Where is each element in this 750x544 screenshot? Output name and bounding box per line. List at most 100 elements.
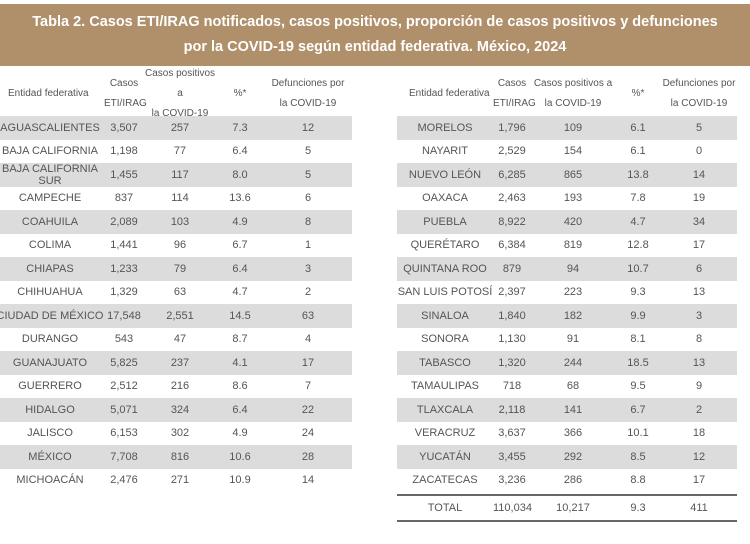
cell-entidad: GUANAJUATO <box>12 356 88 369</box>
cell-entidad: BAJA CALIFORNIA SUR <box>2 162 98 187</box>
header-pct: %* <box>233 88 247 99</box>
cell-positivos: 816 <box>170 450 190 463</box>
cell-positivos: 91 <box>566 333 580 346</box>
table-row: JALISCO 6,153 302 4.9 24 <box>0 422 352 446</box>
table-row: BAJA CALIFORNIA SUR 1,455 117 8.0 5 <box>0 163 352 187</box>
cell-defunciones: 17 <box>692 474 706 487</box>
cell-defunciones: 14 <box>301 474 315 487</box>
cell-pct: 8.5 <box>630 450 646 463</box>
table-row: PUEBLA 8,922 420 4.7 34 <box>397 210 737 234</box>
cell-positivos: 141 <box>563 403 583 416</box>
cell-casos: 3,455 <box>498 450 526 463</box>
table-row: NAYARIT 2,529 154 6.1 0 <box>397 140 737 164</box>
cell-positivos: 63 <box>173 286 187 299</box>
cell-positivos: 257 <box>170 121 190 134</box>
cell-pct: 4.1 <box>232 356 248 369</box>
cell-defunciones: 17 <box>301 356 315 369</box>
table-row: OAXACA 2,463 193 7.8 19 <box>397 187 737 211</box>
header-entidad: Entidad federativa <box>409 88 490 99</box>
cell-pct: 8.8 <box>630 474 646 487</box>
cell-positivos: 79 <box>173 262 187 275</box>
table-row: CIUDAD DE MÉXICO 17,548 2,551 14.5 63 <box>0 304 352 328</box>
header-positivos: Casos positivos a la COVID-19 <box>144 68 216 119</box>
cell-casos: 3,507 <box>110 121 138 134</box>
table-row: COLIMA 1,441 96 6.7 1 <box>0 234 352 258</box>
table-row: COAHUILA 2,089 103 4.9 8 <box>0 210 352 234</box>
cell-casos: 1,320 <box>498 356 526 369</box>
cell-casos: 6,285 <box>498 168 526 181</box>
cell-pct: 6.4 <box>232 403 248 416</box>
cell-defunciones: 2 <box>304 286 312 299</box>
cell-casos: 7,708 <box>110 450 138 463</box>
cell-defunciones: 17 <box>692 239 706 252</box>
cell-positivos: 193 <box>563 192 583 205</box>
cell-entidad: SONORA <box>421 333 469 346</box>
cell-positivos: 117 <box>171 168 189 181</box>
cell-entidad: YUCATÁN <box>419 450 471 463</box>
table-left: Entidad federativa Casos ETI/IRAG Casos p… <box>0 68 352 493</box>
cell-entidad: AGUASCALIENTES <box>0 121 100 134</box>
table-row: DURANGO 543 47 8.7 4 <box>0 328 352 352</box>
cell-casos: 2,397 <box>498 286 526 299</box>
table-row: GUERRERO 2,512 216 8.6 7 <box>0 375 352 399</box>
cell-positivos: 237 <box>170 356 190 369</box>
cell-defunciones: 1 <box>304 239 312 252</box>
table-row: MICHOACÁN 2,476 271 10.9 14 <box>0 469 352 493</box>
cell-positivos: 114 <box>171 192 189 205</box>
cell-entidad: CHIHUAHUA <box>17 286 83 299</box>
cell-pct: 9.3 <box>630 286 646 299</box>
cell-casos: 2,476 <box>110 474 138 487</box>
cell-pct: 10.1 <box>627 427 649 440</box>
cell-entidad: TLAXCALA <box>416 403 474 416</box>
cell-positivos: 94 <box>566 262 580 275</box>
table-row: ZACATECAS 3,236 286 8.8 17 <box>397 469 737 493</box>
table-row: SAN LUIS POTOSÍ 2,397 223 9.3 13 <box>397 281 737 305</box>
cell-pct: 10.6 <box>229 450 251 463</box>
cell-positivos: 103 <box>170 215 190 228</box>
cell-positivos: 271 <box>170 474 190 487</box>
cell-entidad: GUERRERO <box>18 380 82 393</box>
cell-pct: 8.1 <box>630 333 646 346</box>
cell-positivos: 154 <box>563 145 583 158</box>
cell-pct: 10.7 <box>627 262 649 275</box>
cell-positivos: 109 <box>563 121 583 134</box>
table-title-banner: Tabla 2. Casos ETI/IRAG notificados, cas… <box>0 4 750 66</box>
cell-entidad: QUERÉTARO <box>410 239 480 252</box>
table-body: MORELOS 1,796 109 6.1 5 NAYARIT 2,529 154 6.1 0 NU… <box>397 116 737 492</box>
cell-pct: 10.9 <box>229 474 251 487</box>
table-row: TABASCO 1,320 244 18.5 13 <box>397 351 737 375</box>
cell-entidad: CHIAPAS <box>26 262 74 275</box>
cell-entidad: BAJA CALIFORNIA <box>2 145 98 158</box>
cell-pct: 12.8 <box>627 239 649 252</box>
cell-casos: 3,637 <box>498 427 526 440</box>
cell-entidad: SAN LUIS POTOSÍ <box>397 286 493 299</box>
cell-defunciones: 411 <box>690 501 708 514</box>
table-row: QUERÉTARO 6,384 819 12.8 17 <box>397 234 737 258</box>
table-row: MÉXICO 7,708 816 10.6 28 <box>0 445 352 469</box>
cell-defunciones: 34 <box>692 215 706 228</box>
cell-entidad: QUINTANA ROO <box>403 262 487 275</box>
cell-pct: 8.0 <box>232 168 248 181</box>
table-header: Entidad federativa Casos ETI/IRAG Casos p… <box>397 72 737 116</box>
cell-casos: 1,441 <box>110 239 138 252</box>
total-row: TOTAL 110,034 10,217 9.3 411 <box>397 494 737 522</box>
cell-defunciones: 14 <box>692 168 706 181</box>
header-casos: Casos ETI/IRAG <box>104 78 147 109</box>
cell-positivos: 182 <box>563 309 583 322</box>
cell-defunciones: 2 <box>695 403 703 416</box>
cell-entidad: ZACATECAS <box>412 474 478 487</box>
cell-casos: 837 <box>114 192 134 205</box>
cell-pct: 4.7 <box>232 286 248 299</box>
cell-positivos: 324 <box>170 403 190 416</box>
cell-defunciones: 6 <box>304 192 312 205</box>
cell-pct: 4.9 <box>232 215 248 228</box>
cell-entidad: COAHUILA <box>21 215 79 228</box>
cell-casos: 2,463 <box>498 192 526 205</box>
header-casos: Casos ETI/IRAG <box>493 78 536 109</box>
cell-defunciones: 19 <box>692 192 706 205</box>
cell-pct: 6.1 <box>630 121 646 134</box>
cell-entidad: PUEBLA <box>423 215 467 228</box>
cell-defunciones: 3 <box>695 309 703 322</box>
cell-positivos: 244 <box>563 356 583 369</box>
table-row: AGUASCALIENTES 3,507 257 7.3 12 <box>0 116 352 140</box>
